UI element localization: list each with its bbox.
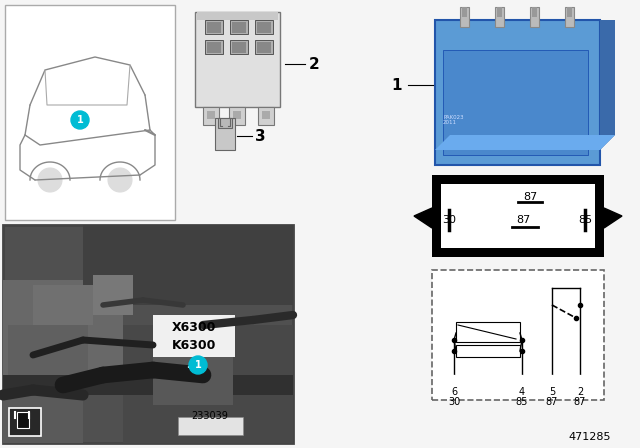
Bar (123, 325, 293, 443)
Text: 1: 1 (77, 115, 83, 125)
Bar (530, 7, 539, 27)
Bar (435, 20, 600, 165)
Bar (203, 107, 219, 125)
Bar (3, 225, 293, 443)
Bar (233, 111, 241, 119)
Bar (567, 7, 572, 17)
Circle shape (575, 375, 584, 384)
Bar (232, 22, 246, 33)
Text: 3: 3 (255, 129, 266, 143)
Circle shape (449, 375, 458, 384)
Bar (93, 275, 133, 315)
Text: 87: 87 (546, 397, 558, 407)
Text: 87: 87 (574, 397, 586, 407)
Polygon shape (604, 208, 622, 228)
Polygon shape (414, 208, 432, 228)
Bar (8, 325, 88, 380)
Bar (495, 7, 504, 27)
Bar (17, 412, 29, 428)
Bar (153, 355, 233, 405)
Bar (83, 225, 293, 305)
Bar (230, 40, 248, 54)
Text: 1: 1 (392, 78, 403, 92)
Polygon shape (435, 135, 615, 150)
Bar (443, 50, 588, 155)
Text: 6: 6 (451, 387, 457, 397)
Bar (565, 7, 574, 27)
Text: 85: 85 (578, 215, 592, 225)
Text: 2: 2 (309, 56, 320, 72)
Bar (5, 5, 175, 220)
Circle shape (38, 168, 62, 192)
Bar (255, 40, 273, 54)
Bar (432, 175, 604, 257)
Bar (153, 315, 235, 357)
Bar (460, 7, 469, 27)
Bar (532, 7, 537, 17)
Bar (205, 40, 223, 54)
Bar (497, 7, 502, 17)
Bar (3, 380, 83, 443)
Bar (255, 20, 273, 34)
Bar (215, 118, 235, 150)
Text: 471285: 471285 (569, 432, 611, 442)
Bar (230, 20, 248, 34)
Bar (195, 12, 280, 107)
Bar (432, 270, 604, 400)
Circle shape (189, 356, 207, 374)
Text: 30: 30 (442, 215, 456, 225)
Bar (257, 22, 271, 33)
Bar (9, 408, 41, 436)
Bar (207, 22, 221, 33)
Bar (462, 7, 467, 17)
Bar (262, 111, 270, 119)
Circle shape (71, 111, 89, 129)
Text: K6300: K6300 (172, 339, 216, 352)
Bar (218, 118, 232, 128)
Bar (197, 12, 278, 20)
Text: 87: 87 (516, 215, 530, 225)
Bar (3, 280, 123, 380)
Bar (3, 375, 293, 395)
Circle shape (108, 168, 132, 192)
Text: 233039: 233039 (191, 411, 228, 421)
Text: 30: 30 (448, 397, 460, 407)
Text: 2: 2 (577, 387, 583, 397)
Bar (205, 20, 223, 34)
Text: 5: 5 (549, 387, 555, 397)
Text: 4: 4 (519, 387, 525, 397)
Bar (232, 42, 246, 53)
Ellipse shape (142, 138, 152, 152)
Bar (441, 184, 595, 248)
Circle shape (518, 375, 527, 384)
Circle shape (547, 375, 557, 384)
Bar (229, 107, 245, 125)
Bar (207, 42, 221, 53)
Bar (456, 345, 520, 357)
Polygon shape (600, 20, 615, 150)
Text: 87: 87 (523, 192, 537, 202)
Bar (207, 111, 215, 119)
Text: 1: 1 (195, 360, 202, 370)
Bar (178, 417, 243, 435)
Bar (456, 322, 520, 342)
Bar (257, 42, 271, 53)
Text: 85: 85 (516, 397, 528, 407)
Bar (258, 107, 274, 125)
Text: PAK023
2011: PAK023 2011 (443, 115, 463, 125)
Ellipse shape (142, 151, 152, 165)
Text: X6300: X6300 (172, 320, 216, 333)
Bar (33, 285, 93, 325)
